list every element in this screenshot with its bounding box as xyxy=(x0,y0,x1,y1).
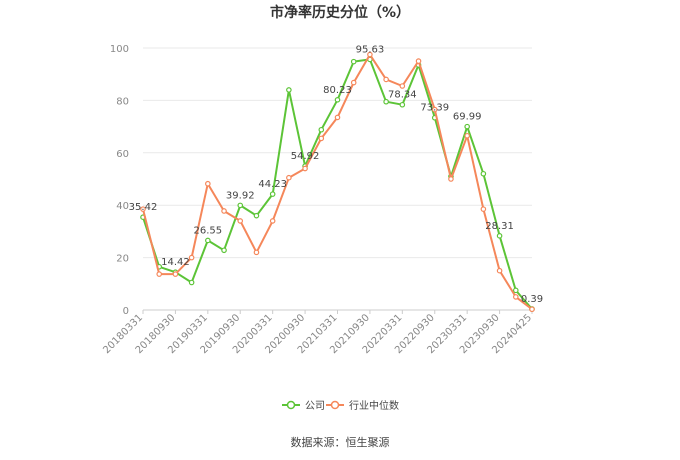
data-point xyxy=(350,58,357,65)
legend-swatch-marker xyxy=(286,400,296,410)
data-label: 44.23 xyxy=(258,179,287,190)
legend-label: 公司 xyxy=(305,401,325,412)
data-label: 69.99 xyxy=(453,112,482,123)
legend-swatch-marker xyxy=(330,400,340,410)
data-label: 73.39 xyxy=(420,103,449,114)
data-point xyxy=(529,306,535,313)
data-point xyxy=(318,126,325,133)
data-point xyxy=(221,208,227,214)
data-point xyxy=(367,51,373,58)
data-point xyxy=(496,233,503,239)
data-point xyxy=(318,135,325,142)
legend-item-1[interactable]: 行业中位数 xyxy=(326,399,399,412)
legend-label: 行业中位数 xyxy=(349,399,399,412)
data-point xyxy=(188,254,195,261)
data-point xyxy=(156,271,163,277)
data-point xyxy=(334,96,341,103)
data-point xyxy=(431,106,438,113)
data-point xyxy=(172,271,179,277)
data-point xyxy=(286,87,292,93)
data-point xyxy=(350,79,357,86)
data-label: 78.34 xyxy=(388,90,417,101)
chart-title: 市净率历史分位（%） xyxy=(270,4,410,21)
data-point xyxy=(205,237,211,244)
data-point xyxy=(188,279,195,286)
data-point xyxy=(399,83,406,89)
data-point xyxy=(286,174,292,181)
data-label: 39.92 xyxy=(226,190,255,201)
data-label: 80.23 xyxy=(323,85,352,96)
y-tick-label: 60 xyxy=(116,149,129,160)
series-lines xyxy=(140,51,535,313)
data-point xyxy=(253,249,260,256)
data-point xyxy=(237,218,244,224)
data-point xyxy=(334,114,341,121)
data-point xyxy=(464,132,470,139)
data-label: 95.63 xyxy=(356,44,385,55)
legend[interactable]: 公司 行业中位数 xyxy=(282,399,399,412)
data-point xyxy=(383,76,389,83)
data-point xyxy=(237,202,244,209)
y-tick-label: 0 xyxy=(123,306,129,317)
data-point xyxy=(448,176,454,182)
y-tick-label: 80 xyxy=(116,96,129,107)
data-point xyxy=(383,98,389,105)
data-label: 14.42 xyxy=(161,257,190,268)
data-point xyxy=(480,206,487,212)
data-label: 0.39 xyxy=(521,294,543,305)
data-point xyxy=(415,58,422,64)
x-axis: 2018033120180930201903312019093020200331… xyxy=(101,310,534,356)
data-point xyxy=(269,191,276,197)
y-tick-label: 100 xyxy=(110,44,129,55)
legend-item-0[interactable]: 公司 xyxy=(282,400,325,412)
data-point xyxy=(496,267,503,274)
data-point xyxy=(302,165,308,172)
data-point xyxy=(512,287,519,294)
series-line-0 xyxy=(142,58,533,310)
data-point xyxy=(140,206,146,212)
data-point xyxy=(464,123,470,130)
data-label: 35.42 xyxy=(129,202,158,213)
data-point xyxy=(253,212,260,219)
y-tick-label: 20 xyxy=(116,254,129,265)
y-axis: 0 20 40 60 80 100 xyxy=(110,44,129,317)
data-point xyxy=(399,101,406,108)
source-note: 数据来源：恒生聚源 xyxy=(291,435,390,449)
y-tick-label: 40 xyxy=(116,201,129,212)
data-point xyxy=(269,218,276,224)
data-point xyxy=(480,170,487,177)
data-point xyxy=(205,180,211,187)
data-point xyxy=(221,247,227,254)
data-label: 54.92 xyxy=(291,151,320,162)
data-label: 26.55 xyxy=(194,225,223,236)
data-label: 28.31 xyxy=(485,221,514,232)
data-point xyxy=(512,294,519,300)
